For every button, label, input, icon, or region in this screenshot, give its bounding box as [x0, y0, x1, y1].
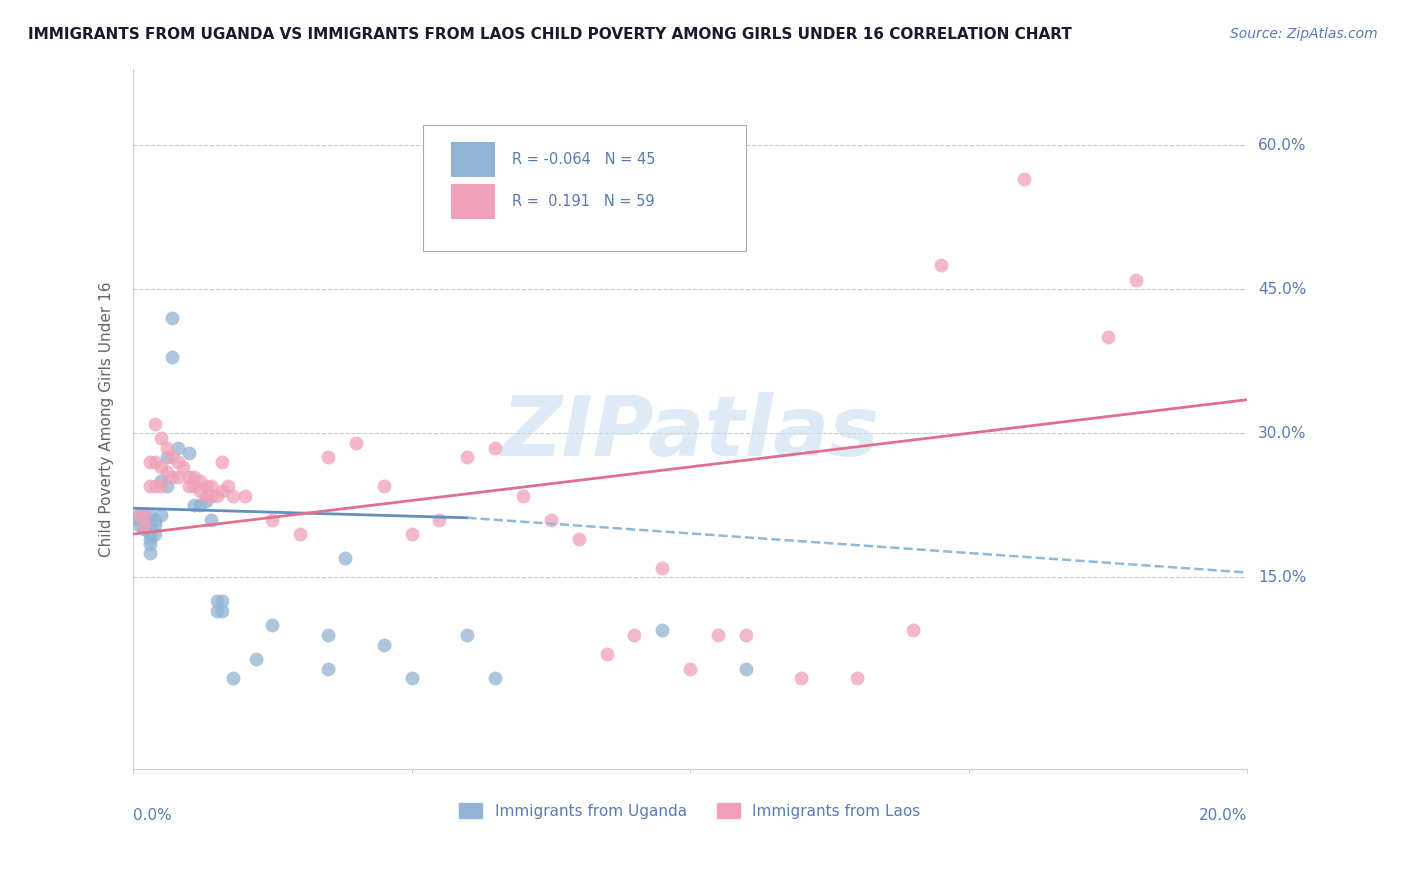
Text: 0.0%: 0.0%: [134, 808, 172, 823]
Text: 45.0%: 45.0%: [1258, 282, 1306, 297]
FancyBboxPatch shape: [450, 142, 495, 178]
FancyBboxPatch shape: [450, 184, 495, 219]
Text: 30.0%: 30.0%: [1258, 425, 1306, 441]
Text: R = -0.064   N = 45: R = -0.064 N = 45: [512, 153, 655, 167]
Text: ZIPatlas: ZIPatlas: [501, 392, 879, 474]
FancyBboxPatch shape: [423, 125, 745, 251]
Text: 60.0%: 60.0%: [1258, 138, 1306, 153]
Legend: Immigrants from Uganda, Immigrants from Laos: Immigrants from Uganda, Immigrants from …: [453, 797, 927, 825]
Text: Source: ZipAtlas.com: Source: ZipAtlas.com: [1230, 27, 1378, 41]
Text: 20.0%: 20.0%: [1199, 808, 1247, 823]
Y-axis label: Child Poverty Among Girls Under 16: Child Poverty Among Girls Under 16: [100, 281, 114, 557]
Text: R =  0.191   N = 59: R = 0.191 N = 59: [512, 194, 654, 209]
Text: IMMIGRANTS FROM UGANDA VS IMMIGRANTS FROM LAOS CHILD POVERTY AMONG GIRLS UNDER 1: IMMIGRANTS FROM UGANDA VS IMMIGRANTS FRO…: [28, 27, 1071, 42]
Text: 15.0%: 15.0%: [1258, 570, 1306, 585]
